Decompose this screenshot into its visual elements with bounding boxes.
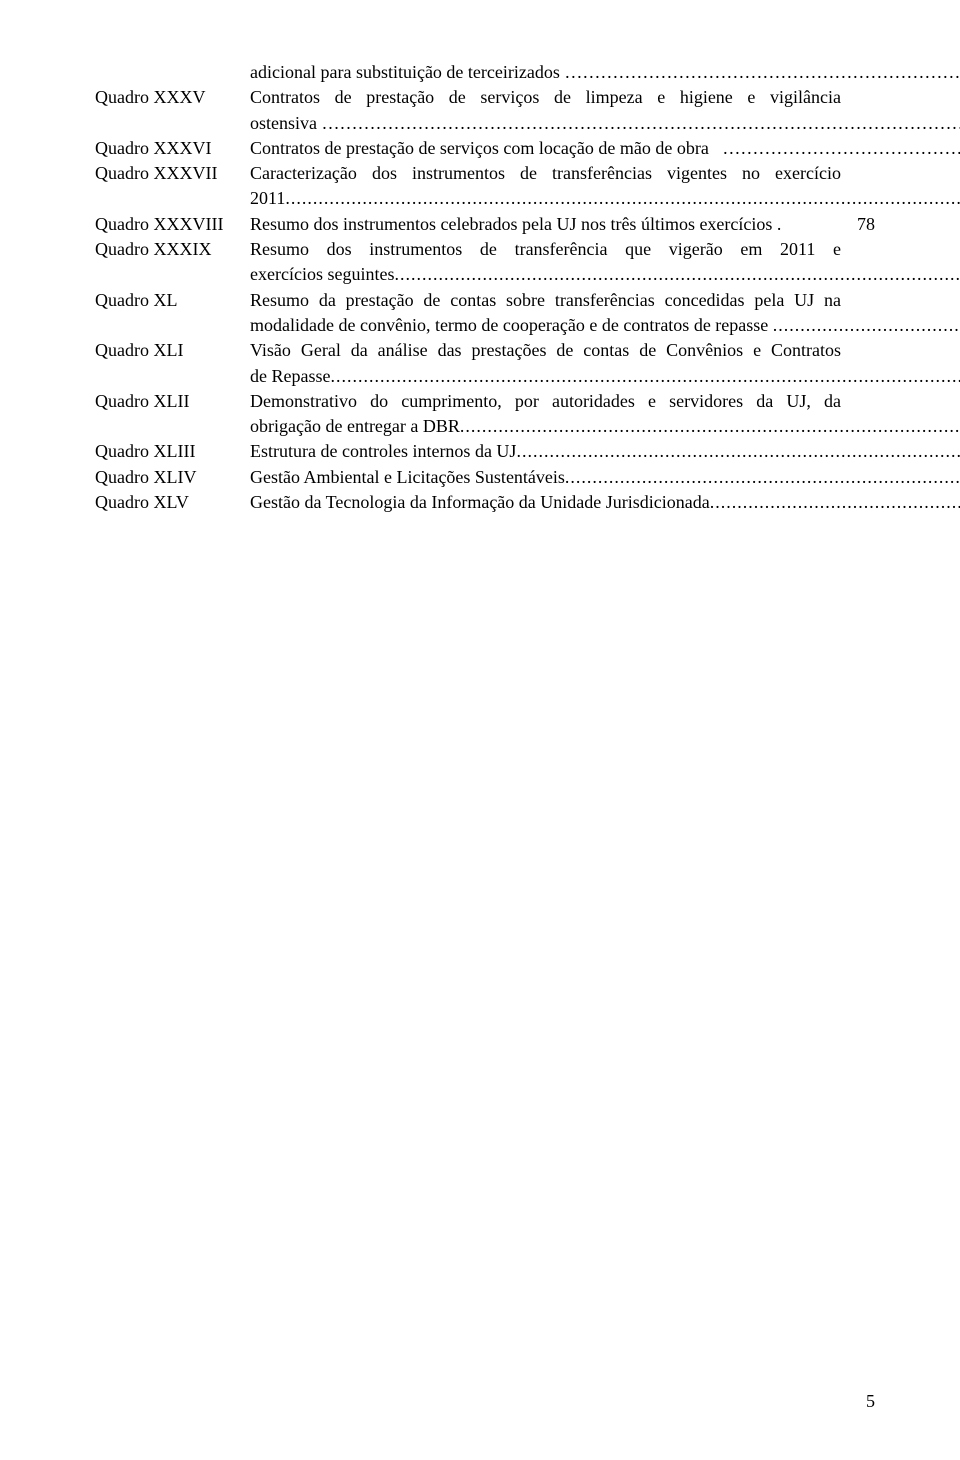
toc-label: Quadro XXXVII <box>95 161 250 185</box>
toc-description: Resumo dos instrumentos celebrados pela … <box>250 212 841 236</box>
toc-row: Quadro XXXVIContratos de prestação de se… <box>95 136 875 160</box>
page-number: 5 <box>866 1391 875 1412</box>
toc-row: Quadro XLIVGestão Ambiental e Licitações… <box>95 465 875 489</box>
toc-description: ostensiva ………………………………………………………………………………… <box>250 111 960 135</box>
toc-description: Gestão Ambiental e Licitações Sustentáve… <box>250 465 960 489</box>
toc-description: 2011....................................… <box>250 186 960 210</box>
toc-row: Quadro XXXVIICaracterização dos instrume… <box>95 161 875 185</box>
toc-description: Contratos de prestação de serviços com l… <box>250 136 960 160</box>
toc-description: Gestão da Tecnologia da Informação da Un… <box>250 490 960 514</box>
toc-description: Resumo dos instrumentos de transferência… <box>250 237 841 261</box>
toc-label: Quadro XLIV <box>95 465 250 489</box>
toc-description: exercícios seguintes....................… <box>250 262 960 286</box>
toc-row: adicional para substituição de terceiriz… <box>95 60 875 84</box>
toc-row: modalidade de convênio, termo de coopera… <box>95 313 875 337</box>
toc-description: obrigação de entregar a DBR.............… <box>250 414 960 438</box>
toc-label: Quadro XXXV <box>95 85 250 109</box>
toc-row: exercícios seguintes....................… <box>95 262 875 286</box>
toc-description: de Repasse..............................… <box>250 364 960 388</box>
toc-label: Quadro XXXIX <box>95 237 250 261</box>
toc-row: Quadro XLResumo da prestação de contas s… <box>95 288 875 312</box>
toc-description: Visão Geral da análise das prestações de… <box>250 338 841 362</box>
toc-row: Quadro XLIIDemonstrativo do cumprimento,… <box>95 389 875 413</box>
toc-description: Contratos de prestação de serviços de li… <box>250 85 841 109</box>
toc-row: obrigação de entregar a DBR.............… <box>95 414 875 438</box>
toc-row: Quadro XXXVIIIResumo dos instrumentos ce… <box>95 212 875 236</box>
toc-description: Demonstrativo do cumprimento, por autori… <box>250 389 841 413</box>
toc-row: Quadro XLVGestão da Tecnologia da Inform… <box>95 490 875 514</box>
toc-row: de Repasse..............................… <box>95 364 875 388</box>
toc-description: Caracterização dos instrumentos de trans… <box>250 161 841 185</box>
toc-label: Quadro XLI <box>95 338 250 362</box>
toc-row: Quadro XLIVisão Geral da análise das pre… <box>95 338 875 362</box>
toc-row: Quadro XXXVContratos de prestação de ser… <box>95 85 875 109</box>
toc-label: Quadro XL <box>95 288 250 312</box>
toc-row: 2011....................................… <box>95 186 875 210</box>
toc-label: Quadro XLV <box>95 490 250 514</box>
toc-row: ostensiva ………………………………………………………………………………… <box>95 111 875 135</box>
toc-label: Quadro XXXVI <box>95 136 250 160</box>
toc-list: adicional para substituição de terceiriz… <box>95 60 875 514</box>
toc-row: Quadro XXXIXResumo dos instrumentos de t… <box>95 237 875 261</box>
toc-description: adicional para substituição de terceiriz… <box>250 60 960 84</box>
toc-label: Quadro XLII <box>95 389 250 413</box>
toc-description: Resumo da prestação de contas sobre tran… <box>250 288 841 312</box>
toc-row: Quadro XLIIIEstrutura de controles inter… <box>95 439 875 463</box>
toc-description: modalidade de convênio, termo de coopera… <box>250 313 960 337</box>
toc-label: Quadro XXXVIII <box>95 212 250 236</box>
toc-description: Estrutura de controles internos da UJ...… <box>250 439 960 463</box>
toc-label: Quadro XLIII <box>95 439 250 463</box>
toc-page: 78 <box>841 212 875 236</box>
